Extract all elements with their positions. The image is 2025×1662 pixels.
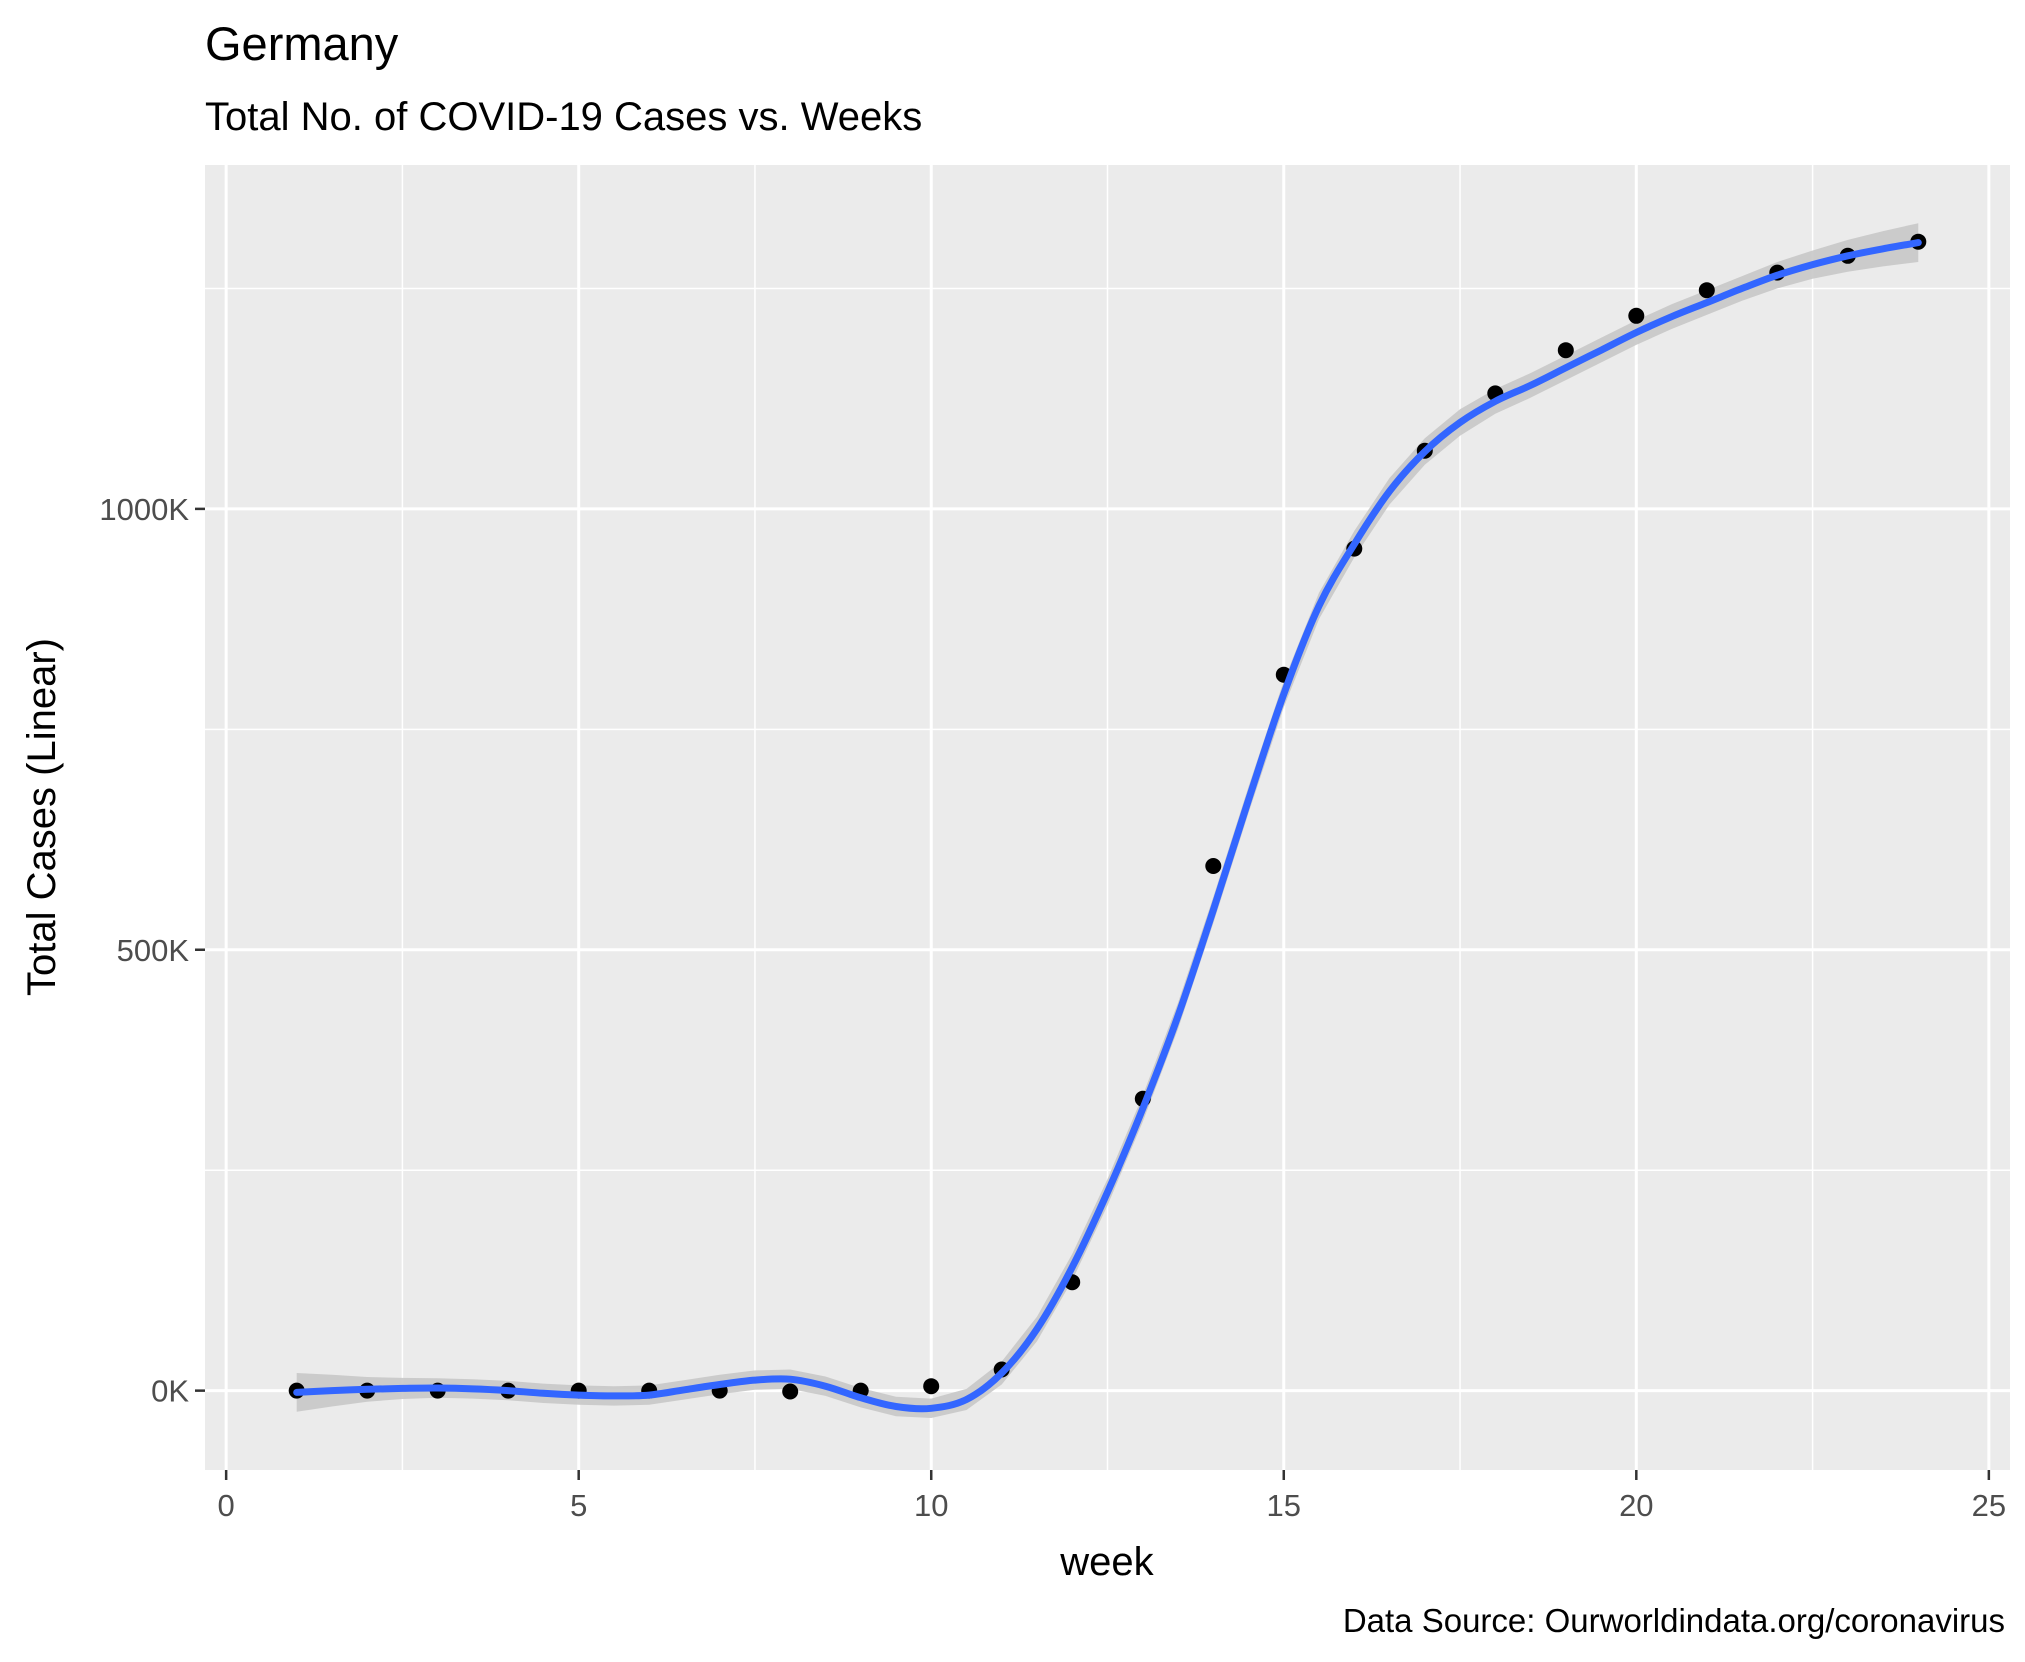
x-tick-label: 10 bbox=[914, 1488, 948, 1523]
grid-lines bbox=[205, 165, 2010, 1470]
y-tick-label: 1000K bbox=[99, 492, 189, 527]
y-tick-label: 0K bbox=[151, 1374, 189, 1409]
x-tick-label: 15 bbox=[1267, 1488, 1301, 1523]
data-point bbox=[1205, 858, 1222, 874]
chart-title: Germany bbox=[205, 17, 399, 70]
data-point bbox=[782, 1383, 799, 1400]
chart-subtitle: Total No. of COVID-19 Cases vs. Weeks bbox=[205, 95, 922, 139]
x-axis: 0 5 10 15 20 25 bbox=[218, 1470, 2006, 1523]
x-tick-label: 0 bbox=[218, 1488, 235, 1523]
y-axis-label: Total Cases (Linear) bbox=[20, 638, 64, 996]
data-point bbox=[1628, 307, 1645, 324]
y-tick-label: 500K bbox=[117, 933, 190, 968]
x-tick-label: 5 bbox=[570, 1488, 587, 1523]
chart-caption: Data Source: Ourworldindata.org/coronavi… bbox=[1343, 1602, 2005, 1639]
x-tick-label: 20 bbox=[1619, 1488, 1653, 1523]
smooth-line bbox=[293, 239, 1922, 1413]
confidence-band bbox=[296, 223, 1919, 1419]
data-point bbox=[1557, 342, 1574, 359]
x-tick-label: 25 bbox=[1972, 1488, 2006, 1523]
y-axis: 0K 500K 1000K bbox=[99, 492, 205, 1409]
data-point bbox=[923, 1378, 940, 1395]
x-axis-label: week bbox=[1059, 1540, 1154, 1584]
data-point bbox=[1698, 282, 1715, 299]
